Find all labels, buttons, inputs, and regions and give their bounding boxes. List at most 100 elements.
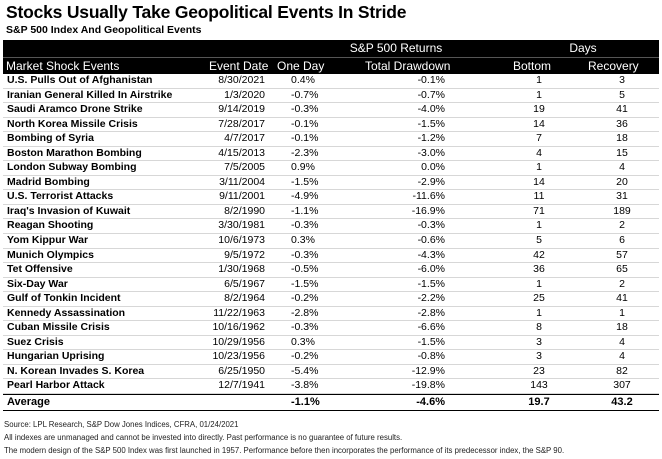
table-row: Saudi Aramco Drone Strike 9/14/2019 -0.3% -…: [3, 103, 659, 118]
table-row: Reagan Shooting 3/30/1981 -0.3% -0.3% 1 2: [3, 219, 659, 235]
row-bottom: 1: [536, 277, 542, 290]
row-one-day: -1.5%: [291, 175, 319, 188]
row-date: 1/3/2020: [224, 88, 265, 101]
row-one-day: -3.8%: [291, 379, 319, 392]
table-row: Kennedy Assassination 11/22/1963 -2.8% -2.8…: [3, 307, 659, 322]
row-event: Pearl Harbor Attack: [7, 379, 105, 392]
row-event: Bombing of Syria: [7, 132, 94, 145]
average-bottom: 19.7: [528, 396, 550, 408]
row-bottom: 3: [536, 335, 542, 348]
header-col-one-day: One Day: [277, 59, 325, 73]
row-drawdown: -3.0%: [417, 146, 445, 159]
header-group-row: S&P 500 Returns Days: [3, 40, 659, 57]
row-recovery: 2: [619, 219, 625, 232]
average-one-day: -1.1%: [291, 396, 320, 408]
row-recovery: 2: [619, 277, 625, 290]
table-row: Six-Day War 6/5/1967 -1.5% -1.5% 1 2: [3, 278, 659, 293]
row-drawdown: -1.5%: [417, 335, 445, 348]
table-row: Hungarian Uprising 10/23/1956 -0.2% -0.8% 3 4: [3, 350, 659, 365]
row-event: Boston Marathon Bombing: [7, 146, 142, 159]
row-event: Suez Crisis: [7, 335, 64, 348]
row-drawdown: -4.0%: [417, 103, 445, 116]
row-bottom: 11: [533, 190, 545, 203]
row-event: N. Korean Invades S. Korea: [7, 364, 145, 377]
row-event: London Subway Bombing: [7, 161, 137, 174]
row-drawdown: 0.0%: [421, 161, 445, 174]
row-one-day: -1.1%: [291, 204, 319, 217]
row-bottom: 143: [530, 379, 548, 392]
row-date: 10/29/1956: [212, 335, 265, 348]
row-one-day: 0.3%: [291, 335, 315, 348]
row-bottom: 1: [536, 74, 542, 86]
row-bottom: 36: [533, 263, 545, 276]
row-one-day: 0.9%: [291, 161, 315, 174]
row-bottom: 14: [533, 175, 545, 188]
row-recovery: 5: [619, 88, 625, 101]
table-row: Iranian General Killed In Airstrike 1/3/2…: [3, 89, 659, 104]
table-row: Munich Olympics 9/5/1972 -0.3% -4.3% 42 57: [3, 249, 659, 264]
events-table-body: U.S. Pulls Out of Afghanistan 8/30/2021 0.…: [3, 74, 659, 395]
row-recovery: 82: [616, 364, 628, 377]
row-bottom: 5: [536, 234, 542, 247]
row-date: 4/15/2013: [218, 146, 265, 159]
header-column-row: Market Shock Events Event Date One Day T…: [3, 57, 659, 74]
row-event: Reagan Shooting: [7, 219, 94, 232]
row-drawdown: -19.8%: [411, 379, 445, 392]
table-row: Bombing of Syria 4/7/2017 -0.1% -1.2% 7 18: [3, 132, 659, 147]
table-row: U.S. Terrorist Attacks 9/11/2001 -4.9% -11.…: [3, 190, 659, 205]
row-recovery: 41: [616, 292, 628, 305]
row-date: 4/7/2017: [224, 132, 265, 145]
row-date: 9/11/2001: [219, 190, 265, 203]
row-bottom: 1: [536, 88, 542, 101]
row-recovery: 18: [616, 132, 628, 145]
row-event: North Korea Missile Crisis: [7, 117, 138, 130]
row-recovery: 4: [619, 350, 625, 363]
average-row: Average -1.1% -4.6% 19.7 43.2: [3, 394, 659, 411]
page-subtitle: S&P 500 Index And Geopolitical Events: [6, 24, 202, 36]
row-bottom: 8: [536, 321, 542, 334]
row-recovery: 4: [619, 161, 625, 174]
row-one-day: 0.4%: [291, 74, 315, 86]
footnote-disclaimer: All indexes are unmanaged and cannot be …: [4, 433, 403, 442]
row-event: Munich Olympics: [7, 248, 94, 261]
header-group-returns: S&P 500 Returns: [349, 41, 443, 55]
row-bottom: 14: [533, 117, 545, 130]
row-date: 3/11/2004: [219, 175, 265, 188]
row-event: Hungarian Uprising: [7, 350, 105, 363]
row-event: Cuban Missile Crisis: [7, 321, 110, 334]
row-date: 8/30/2021: [218, 74, 265, 86]
row-one-day: -0.2%: [291, 350, 319, 363]
row-event: Saudi Aramco Drone Strike: [7, 103, 143, 116]
row-bottom: 23: [533, 364, 545, 377]
row-bottom: 4: [536, 146, 542, 159]
footnote-index-history: The modern design of the S&P 500 Index w…: [4, 446, 565, 455]
footnote-source: Source: LPL Research, S&P Dow Jones Indi…: [4, 420, 239, 429]
table-row: Suez Crisis 10/29/1956 0.3% -1.5% 3 4: [3, 336, 659, 351]
row-date: 8/2/1964: [224, 292, 265, 305]
row-date: 10/6/1973: [218, 234, 265, 247]
row-drawdown: -0.3%: [417, 219, 445, 232]
row-drawdown: -0.6%: [417, 234, 445, 247]
table-row: U.S. Pulls Out of Afghanistan 8/30/2021 0.…: [3, 74, 659, 89]
row-one-day: -0.3%: [291, 103, 319, 116]
row-date: 7/5/2005: [224, 161, 265, 174]
row-date: 1/30/1968: [218, 263, 265, 276]
page-title: Stocks Usually Take Geopolitical Events …: [6, 2, 407, 22]
row-bottom: 1: [536, 161, 542, 174]
row-drawdown: -1.5%: [417, 277, 445, 290]
row-one-day: -0.3%: [291, 219, 319, 232]
row-bottom: 19: [533, 103, 545, 116]
row-drawdown: -16.9%: [411, 204, 445, 217]
row-recovery: 65: [616, 263, 628, 276]
row-drawdown: -11.6%: [412, 190, 446, 203]
header-col-date: Event Date: [209, 59, 269, 73]
row-date: 6/25/1950: [218, 364, 265, 377]
table-row: London Subway Bombing 7/5/2005 0.9% 0.0% 1 4: [3, 161, 659, 176]
row-date: 8/2/1990: [224, 204, 265, 217]
table-row: Tet Offensive 1/30/1968 -0.5% -6.0% 36 65: [3, 263, 659, 278]
row-event: U.S. Terrorist Attacks: [7, 190, 114, 203]
row-one-day: -0.1%: [291, 132, 319, 145]
row-recovery: 57: [616, 248, 628, 261]
row-event: Yom Kippur War: [7, 234, 89, 247]
row-bottom: 42: [533, 248, 545, 261]
